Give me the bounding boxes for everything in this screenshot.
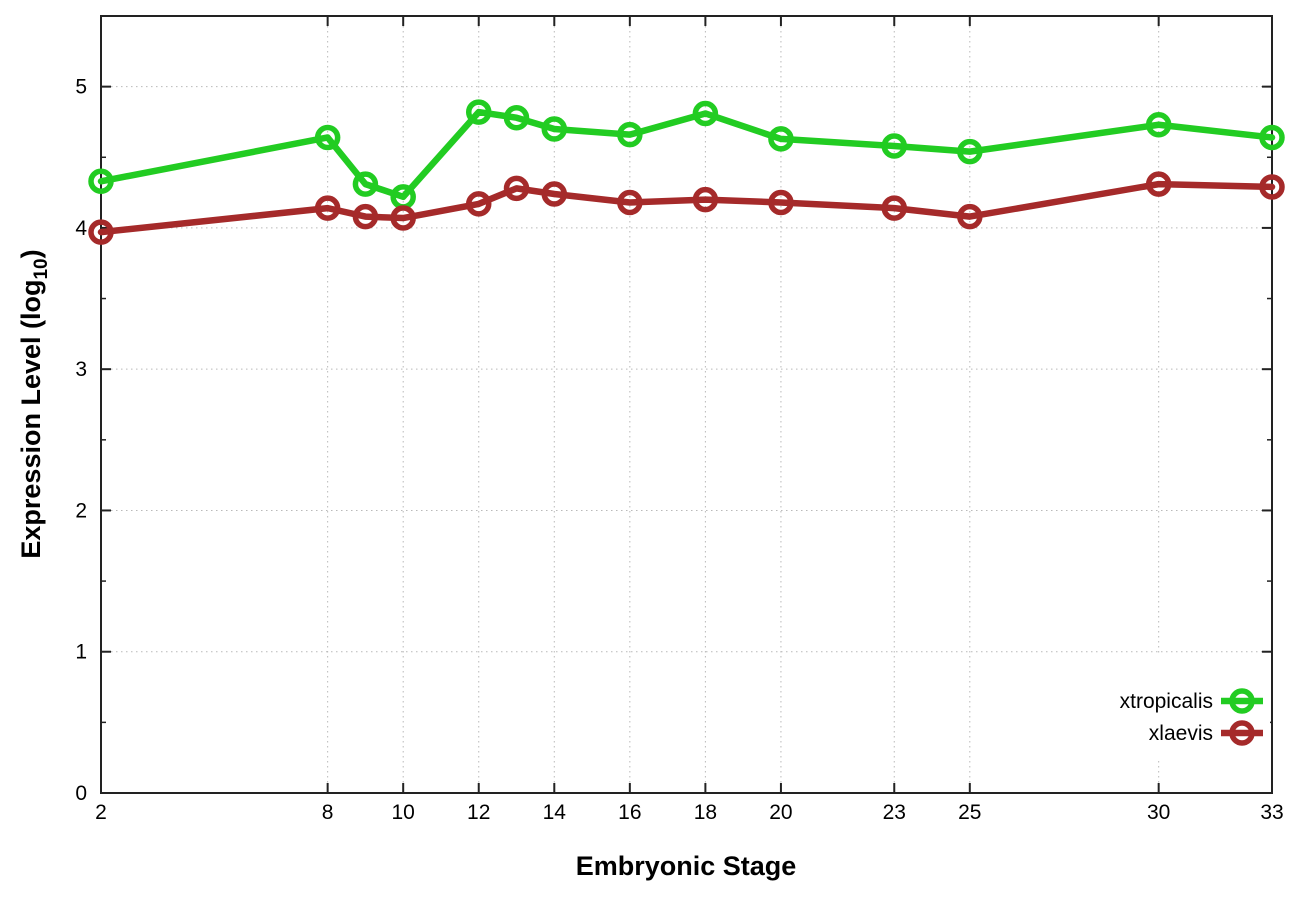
- series: [88, 99, 1285, 245]
- x-tick-label: 20: [769, 801, 792, 824]
- x-tick-label: 14: [543, 801, 567, 824]
- data-point-xlaevis-33: [1259, 174, 1285, 200]
- x-tick-label: 16: [618, 801, 641, 824]
- plot-border: [100, 15, 1273, 794]
- data-point-xtropicalis-20: [768, 126, 794, 152]
- x-tick-label: 23: [883, 801, 906, 824]
- data-point-xtropicalis-16: [617, 121, 643, 148]
- legend-label-xtropicalis: xtropicalis: [1120, 690, 1213, 713]
- data-point-xlaevis-8: [314, 195, 341, 221]
- x-tick-label: 10: [392, 801, 415, 824]
- x-tick-label: 33: [1260, 801, 1283, 824]
- data-point-xlaevis-16: [617, 189, 643, 216]
- data-point-xlaevis-13: [503, 175, 530, 202]
- data-point-xtropicalis-13: [503, 104, 530, 131]
- data-point-xlaevis-20: [768, 189, 794, 216]
- y-tick-label: 0: [75, 782, 87, 805]
- y-tick-label: 3: [75, 358, 87, 381]
- y-tick-label: 5: [75, 76, 87, 99]
- data-point-xtropicalis-30: [1145, 112, 1172, 138]
- legend-marker-xlaevis: [1229, 720, 1255, 746]
- data-point-xtropicalis-33: [1259, 124, 1285, 151]
- data-point-xlaevis-18: [692, 186, 719, 213]
- data-point-xlaevis-10: [390, 205, 416, 231]
- x-tick-label: 30: [1147, 801, 1170, 824]
- data-point-xtropicalis-9: [352, 171, 379, 197]
- series-line-xlaevis: [97, 180, 1276, 236]
- legend: xtropicalis xlaevis: [1094, 654, 1270, 758]
- x-tick-label: 12: [467, 801, 490, 824]
- data-point-xtropicalis-25: [957, 138, 983, 165]
- data-point-xtropicalis-14: [541, 116, 568, 142]
- data-point-xtropicalis-23: [881, 133, 908, 159]
- y-tick-label: 1: [75, 641, 87, 664]
- data-point-xlaevis-9: [352, 203, 379, 230]
- data-point-xtropicalis-12: [465, 99, 492, 125]
- x-tick-label: 8: [322, 801, 334, 824]
- legend-marker-xtropicalis: [1229, 688, 1255, 714]
- y-axis-title: Expression Level (log10): [16, 249, 52, 558]
- data-point-xtropicalis-8: [314, 124, 341, 151]
- x-tick-label: 18: [694, 801, 717, 824]
- x-tick-label: 25: [958, 801, 981, 824]
- legend-label-xlaevis: xlaevis: [1149, 722, 1213, 745]
- x-tick-label: 2: [95, 801, 107, 824]
- data-point-xtropicalis-18: [692, 100, 719, 127]
- data-point-xlaevis-14: [541, 181, 568, 207]
- y-tick-label: 2: [75, 499, 87, 522]
- data-point-xlaevis-23: [881, 195, 908, 221]
- data-point-xtropicalis-2: [88, 168, 114, 195]
- data-point-xlaevis-25: [957, 203, 983, 230]
- data-point-xlaevis-2: [88, 219, 114, 245]
- y-tick-label: 4: [75, 217, 87, 240]
- gridlines: [101, 16, 1273, 793]
- data-point-xlaevis-12: [465, 191, 492, 217]
- series-line-xtropicalis: [97, 108, 1276, 201]
- data-point-xlaevis-30: [1145, 171, 1172, 197]
- axis-ticks: [100, 16, 1273, 794]
- x-axis-title: Embryonic Stage: [576, 851, 797, 881]
